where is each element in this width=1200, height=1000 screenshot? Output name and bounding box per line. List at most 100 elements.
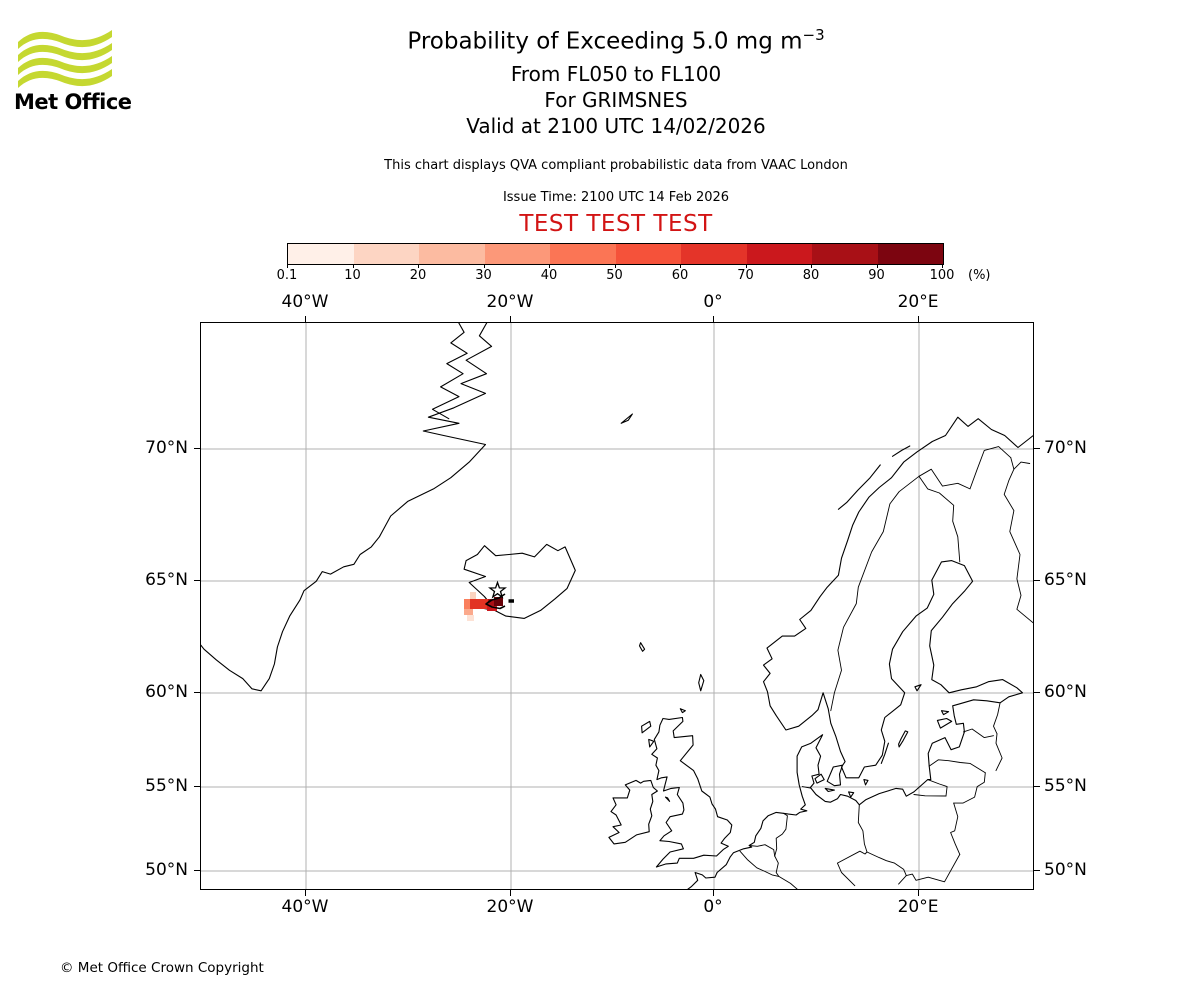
colorbar-tick-labels: (%) 0.1 10 20 30 40 50 60 70 80 90 100 — [277, 264, 1007, 288]
subtitle-flight-levels: From FL050 to FL100 — [510, 62, 722, 86]
colorbar-tick — [483, 264, 485, 268]
lat-tick-right — [1034, 692, 1040, 693]
ash-probability-cell — [467, 615, 474, 621]
border-norway-finland — [918, 446, 1012, 490]
coastline-jan-mayen — [620, 413, 633, 424]
coastline-orkney — [679, 708, 686, 714]
ash-probability-cell — [464, 609, 473, 615]
coastline-zealand — [826, 764, 844, 787]
border-finland-russia — [1003, 468, 1034, 624]
border-germany-netherlands — [774, 812, 788, 857]
colorbar-tick-label: 70 — [737, 268, 754, 283]
border-estonia-latvia — [962, 728, 994, 739]
lon-label-bottom: 20°W — [486, 897, 534, 917]
logo-wave-band-1 — [18, 43, 112, 62]
lat-label-left: 65°N — [145, 570, 188, 590]
colorbar-tick-label: 30 — [475, 268, 492, 283]
border-latvia-lithuania — [928, 759, 986, 774]
border-estonia-russia — [993, 702, 1001, 735]
colorbar-tick-label: 100 — [929, 268, 955, 283]
colorbar-tick — [745, 264, 747, 268]
volcano-marker-icon — [488, 580, 507, 599]
lon-tick-top — [918, 316, 919, 322]
colorbar-tick-label: 50 — [606, 268, 623, 283]
lat-tick-left — [194, 580, 200, 581]
colorbar-tick — [287, 264, 288, 268]
coastline-bornholm — [863, 779, 869, 786]
lon-tick-top — [510, 316, 511, 322]
colorbar-segment-3 — [419, 244, 485, 264]
met-office-waves-icon — [18, 30, 112, 88]
colorbar-tick — [614, 264, 616, 268]
test-banner: TEST TEST TEST — [519, 211, 713, 237]
colorbar-segment-5 — [550, 244, 616, 264]
lon-tick-bottom — [305, 890, 306, 896]
colorbar-tick — [942, 264, 943, 268]
colorbar-tick-label: 60 — [671, 268, 689, 283]
colorbar-unit-label: (%) — [968, 268, 991, 283]
ash-probability-cell — [464, 599, 470, 609]
issue-time: Issue Time: 2100 UTC 14 Feb 2026 — [502, 190, 730, 205]
lon-tick-bottom — [918, 890, 919, 896]
colorbar-tick-label: 40 — [540, 268, 558, 283]
colorbar-segment-7 — [681, 244, 747, 264]
coastline-mainland-europe-scandinavia — [685, 416, 1034, 891]
colorbar-tick — [811, 264, 812, 268]
coastline-hebrides-skye — [648, 738, 655, 748]
colorbar-segment-8 — [746, 244, 812, 264]
border-poland-belarus — [950, 802, 961, 855]
border-germany-denmark — [801, 786, 811, 789]
lon-label-bottom: 20°E — [897, 897, 939, 917]
coastline-ireland — [608, 779, 658, 845]
coastline-saaremaa — [936, 717, 953, 729]
colorbar-tick — [680, 264, 681, 268]
border-latvia-russia — [995, 733, 1003, 772]
lat-label-left: 55°N — [145, 776, 188, 796]
met-office-logo: Met Office — [14, 26, 144, 113]
lat-label-left: 70°N — [145, 438, 188, 458]
colorbar-tick — [876, 264, 878, 268]
colorbar-tick-label: 20 — [409, 268, 427, 283]
coastline-shetland — [698, 673, 705, 692]
subtitle-valid-time: Valid at 2100 UTC 14/02/2026 — [466, 114, 766, 138]
coastline-aland — [914, 684, 922, 692]
subtitle-volcano: For GRIMSNES — [544, 88, 688, 112]
map-frame — [198, 317, 1034, 891]
ash-probability-cell — [494, 597, 503, 606]
coastline-lofoten-islands — [837, 464, 881, 510]
lat-tick-left — [194, 448, 200, 449]
coastline-ruegen — [848, 791, 855, 798]
coastline-greenland-east-coast — [198, 317, 493, 692]
coastline-greenland-scoresby-fjords — [431, 317, 468, 420]
colorbar-segment-6 — [615, 244, 681, 264]
logo-wave-band-3 — [18, 69, 112, 88]
colorbar-tick-label: 0.1 — [276, 268, 298, 283]
colorbar-segment-9 — [812, 244, 878, 264]
ash-probability-cell — [488, 599, 494, 607]
qva-note: This chart displays QVA compliant probab… — [384, 158, 848, 173]
coastline-iceland — [463, 543, 576, 619]
colorbar-tick — [549, 264, 550, 268]
lon-label-top: 0° — [703, 292, 723, 312]
colorbar-tick — [418, 264, 419, 268]
lon-label-top: 40°W — [281, 292, 329, 312]
border-france-belgium — [739, 850, 780, 877]
page-title: Probability of Exceeding 5.0 mg m−3 — [200, 26, 1032, 55]
coastline-lolland — [824, 787, 835, 793]
coastline-isle-of-man — [664, 796, 671, 802]
coastline-hiiumaa — [940, 710, 950, 716]
ash-probability-cell — [470, 599, 488, 609]
coastline-funen — [814, 773, 825, 784]
ash-probability-cell — [487, 606, 497, 611]
coastline-vesteralen-islands — [891, 445, 911, 457]
colorbar-segment-1 — [288, 244, 354, 264]
lon-label-top: 20°E — [897, 292, 939, 312]
colorbar-segment-2 — [353, 244, 419, 264]
lat-tick-left — [194, 870, 200, 871]
coastline-oland — [880, 742, 889, 764]
lat-label-right: 60°N — [1044, 682, 1087, 702]
map — [198, 317, 1034, 891]
colorbar-segment-10 — [877, 244, 943, 264]
lon-label-bottom: 40°W — [281, 897, 329, 917]
coastline-hebrides-lewis — [641, 720, 652, 734]
